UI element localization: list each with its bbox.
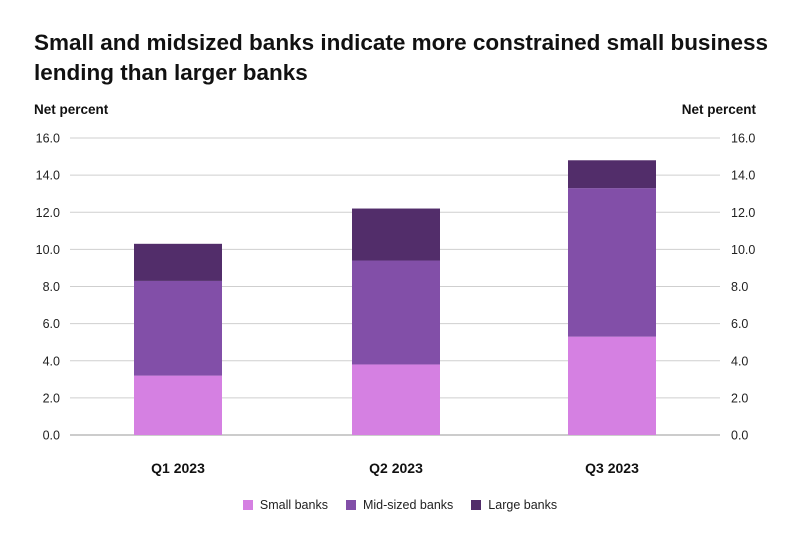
y-tick-label-right: 4.0 bbox=[731, 354, 748, 368]
bar-segment-small-banks bbox=[568, 336, 656, 435]
legend: Small banks Mid-sized banks Large banks bbox=[0, 498, 800, 512]
y-tick-label-left: 4.0 bbox=[43, 354, 60, 368]
x-category-label: Q2 2023 bbox=[369, 460, 423, 476]
legend-item: Small banks bbox=[242, 498, 328, 512]
bar-segment-mid-sized-banks bbox=[134, 280, 222, 376]
y-tick-label-left: 2.0 bbox=[43, 391, 60, 405]
x-category-label: Q3 2023 bbox=[585, 460, 639, 476]
y-tick-label-right: 6.0 bbox=[731, 317, 748, 331]
legend-item: Mid-sized banks bbox=[345, 498, 454, 512]
left-axis-title: Net percent bbox=[34, 102, 109, 117]
y-tick-label-left: 14.0 bbox=[36, 169, 60, 183]
bar-segment-large-banks bbox=[134, 243, 222, 281]
y-tick-label-left: 6.0 bbox=[43, 317, 60, 331]
y-tick-label-right: 8.0 bbox=[731, 280, 748, 294]
legend-swatch bbox=[345, 500, 356, 510]
bar-segment-small-banks bbox=[134, 375, 222, 435]
bar-segment-small-banks bbox=[352, 364, 440, 435]
legend-label: Mid-sized banks bbox=[362, 498, 454, 512]
chart-title: Small and midsized banks indicate more c… bbox=[34, 30, 768, 85]
legend-label: Large banks bbox=[488, 498, 558, 512]
y-tick-label-right: 16.0 bbox=[731, 132, 755, 146]
x-category-label: Q1 2023 bbox=[151, 460, 205, 476]
y-tick-label-left: 10.0 bbox=[36, 243, 60, 257]
y-tick-label-right: 12.0 bbox=[731, 206, 755, 220]
y-tick-label-left: 0.0 bbox=[43, 429, 60, 443]
y-tick-label-left: 12.0 bbox=[36, 206, 60, 220]
legend-item: Large banks bbox=[471, 498, 557, 512]
bar-segment-mid-sized-banks bbox=[352, 260, 440, 365]
legend-label: Small banks bbox=[259, 498, 328, 512]
right-axis-title: Net percent bbox=[681, 102, 756, 117]
y-tick-label-left: 16.0 bbox=[36, 132, 60, 146]
y-tick-label-right: 14.0 bbox=[731, 169, 755, 183]
y-tick-label-right: 2.0 bbox=[731, 391, 748, 405]
y-tick-label-right: 0.0 bbox=[731, 429, 748, 443]
legend-swatch bbox=[242, 500, 253, 510]
bar-segment-large-banks bbox=[568, 160, 656, 189]
bar-segment-mid-sized-banks bbox=[568, 188, 656, 337]
legend-swatch bbox=[471, 500, 482, 510]
bar-segment-large-banks bbox=[352, 208, 440, 261]
y-tick-label-right: 10.0 bbox=[731, 243, 755, 257]
y-tick-label-left: 8.0 bbox=[43, 280, 60, 294]
